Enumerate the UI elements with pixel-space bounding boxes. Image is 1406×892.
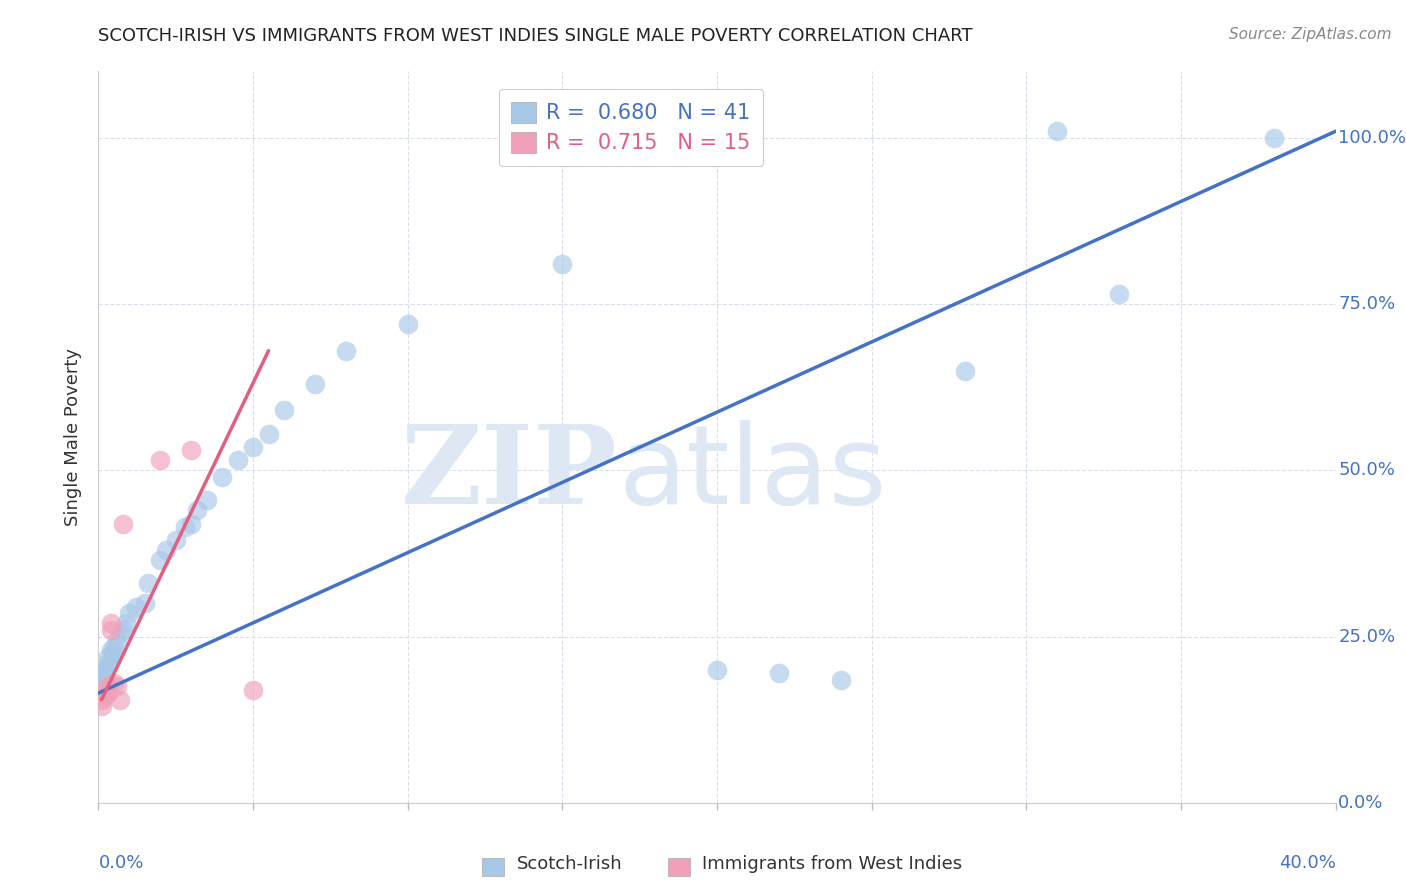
Text: Source: ZipAtlas.com: Source: ZipAtlas.com [1229,27,1392,42]
Text: atlas: atlas [619,420,887,527]
Text: 0.0%: 0.0% [98,854,143,872]
Point [93,682,115,697]
Point [174,520,197,534]
Point [100,653,122,667]
Point [180,443,202,458]
Point [242,682,264,697]
Y-axis label: Single Male Poverty: Single Male Poverty [65,348,83,526]
Point [105,680,128,694]
Text: 40.0%: 40.0% [1279,854,1336,872]
Point [149,553,172,567]
Point [90,666,112,681]
Point [118,607,141,621]
Point [100,616,122,631]
Point [180,516,202,531]
Point [108,692,131,706]
Bar [668,857,690,876]
Point [100,643,122,657]
Legend: R =  0.680   N = 41, R =  0.715   N = 15: R = 0.680 N = 41, R = 0.715 N = 15 [499,89,763,166]
Text: Immigrants from West Indies: Immigrants from West Indies [702,855,962,873]
Point [93,669,115,683]
Bar [482,857,505,876]
Text: 50.0%: 50.0% [1339,461,1395,479]
Point [134,596,156,610]
Text: Scotch-Irish: Scotch-Irish [516,855,623,873]
Point [124,599,146,614]
Point [304,376,326,391]
Point [165,533,187,548]
Point [706,663,728,677]
Point [186,503,208,517]
Text: 75.0%: 75.0% [1339,295,1395,313]
Text: 100.0%: 100.0% [1339,128,1406,147]
Point [1263,131,1285,145]
Point [97,686,120,700]
Text: SCOTCH-IRISH VS IMMIGRANTS FROM WEST INDIES SINGLE MALE POVERTY CORRELATION CHAR: SCOTCH-IRISH VS IMMIGRANTS FROM WEST IND… [98,27,973,45]
Point [103,640,125,654]
Point [551,257,574,271]
Point [226,453,249,467]
Point [953,363,976,377]
Point [1046,124,1069,138]
Point [93,663,115,677]
Point [112,623,135,637]
Text: ZIP: ZIP [401,420,619,527]
Point [97,680,120,694]
Point [112,516,135,531]
Point [149,453,172,467]
Point [108,626,131,640]
Point [136,576,159,591]
Point [211,470,233,484]
Point [103,646,125,660]
Point [195,493,218,508]
Point [103,676,125,690]
Point [242,440,264,454]
Point [90,699,112,714]
Point [115,616,138,631]
Point [97,649,120,664]
Point [155,543,177,558]
Point [257,426,280,441]
Point [1108,287,1130,301]
Text: 0.0%: 0.0% [1339,794,1384,812]
Point [90,673,112,687]
Point [100,623,122,637]
Point [768,666,790,681]
Point [93,690,115,704]
Point [830,673,852,687]
Point [105,632,128,647]
Point [90,692,112,706]
Point [273,403,295,417]
Point [97,656,120,670]
Text: 25.0%: 25.0% [1339,628,1395,646]
Point [335,343,357,358]
Point [396,317,419,331]
